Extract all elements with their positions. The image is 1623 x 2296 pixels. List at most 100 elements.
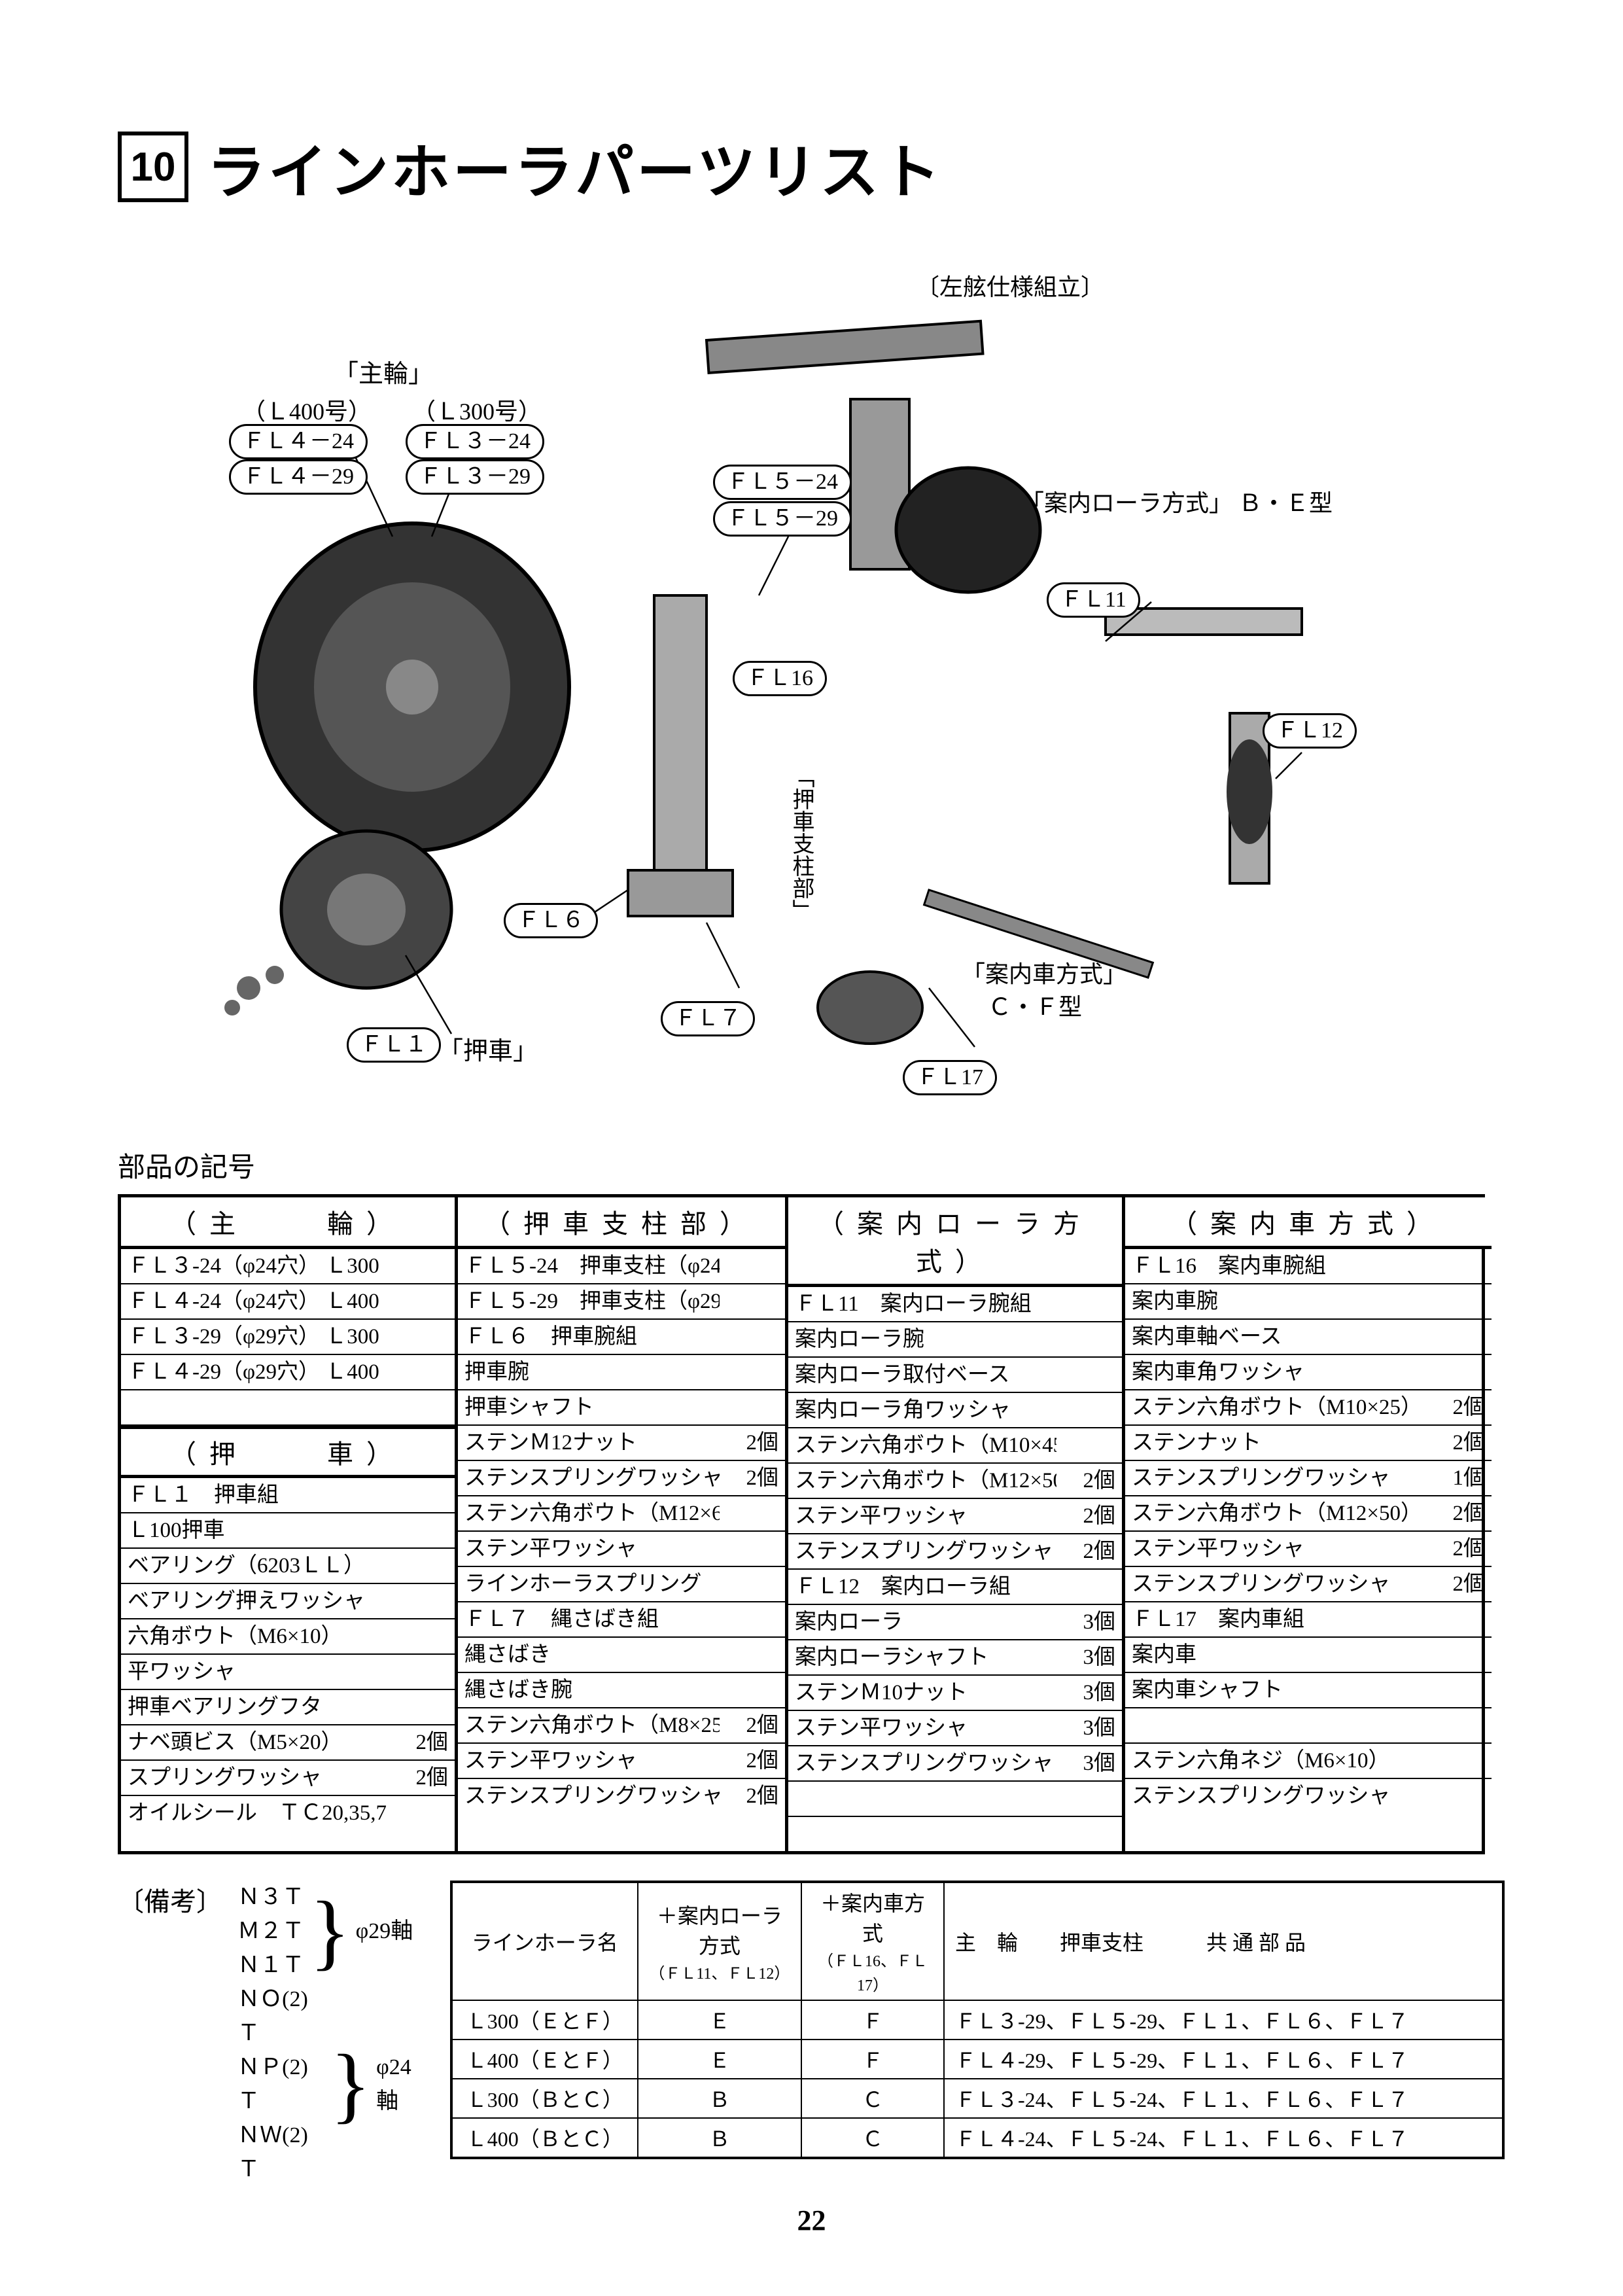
table-row: 押車腕	[458, 1355, 785, 1390]
callout-main-wheel: 「主輪」	[334, 353, 433, 389]
table-row: ステン平ワッシャ2個	[458, 1744, 785, 1779]
oval-fl3-29: ＦＬ３－29	[406, 459, 544, 495]
table-row: 縄さばき腕	[458, 1673, 785, 1708]
column-header: （主 輪）	[121, 1197, 455, 1249]
table-row: ステンスプリングワッシャ	[1125, 1779, 1492, 1813]
table-row: ＦＬ17 案内車組	[1125, 1602, 1492, 1638]
table-row: ラインホーラスプリング	[458, 1567, 785, 1602]
table-row: 案内ローラ角ワッシャ	[788, 1393, 1122, 1428]
column-header: （案内ローラ方式）	[788, 1197, 1122, 1287]
table-row: ＦＬ４-24（φ24穴） Ｌ400 主輪	[121, 1284, 455, 1320]
column-subheader: （押 車）	[121, 1426, 455, 1478]
table-row: ナベ頭ビス（M5×20）2個	[121, 1725, 455, 1761]
exploded-diagram: 〔左舷仕様組立〕 「主輪」 （Ｌ400号） （Ｌ300号） ＦＬ４－24 ＦＬ４…	[118, 255, 1505, 1119]
remarks-side: Ｎ３ＴＭ２ＴＮ１Ｔ}φ29軸ＮＯ(2)ＴＮＰ(2)ＴＮＷ(2)Ｔ}φ24軸	[237, 1881, 430, 2187]
oval-fl3-24: ＦＬ３－24	[406, 424, 544, 459]
table-row: ステン六角ボウト（M12×50）2個	[788, 1464, 1122, 1499]
table-row: 案内ローラシャフト3個	[788, 1640, 1122, 1676]
callout-assembly: 〔左舷仕様組立〕	[916, 268, 1104, 302]
table-row: ステン六角ボウト（M10×25）2個	[1125, 1390, 1492, 1426]
table-row: ステン平ワッシャ2個	[1125, 1532, 1492, 1567]
table-row: ステン平ワッシャ	[458, 1532, 785, 1567]
table-row: ステン平ワッシャ3個	[788, 1711, 1122, 1746]
callout-l300: （Ｌ300号）	[412, 393, 542, 427]
page-number: 22	[0, 2204, 1623, 2237]
oval-fl16: ＦＬ16	[733, 661, 827, 696]
table-row	[788, 1782, 1122, 1817]
table-row: 六角ボウト（M6×10）	[121, 1619, 455, 1655]
callout-press-car: 「押車」	[438, 1031, 538, 1067]
table-row: スプリングワッシャ2個	[121, 1761, 455, 1796]
table-row: 案内ローラ取付ベース	[788, 1358, 1122, 1393]
callout-guide-roller: 「案内ローラ方式」 Ｂ・Ｅ型	[1021, 484, 1333, 518]
table-row: ＦＬ４-29（φ29穴） Ｌ400 主輪	[121, 1355, 455, 1390]
table-row: ステンスプリングワッシャ2個	[1125, 1567, 1492, 1602]
callout-l400: （Ｌ400号）	[242, 393, 372, 427]
table-row: ＦＬ３-29（φ29穴） Ｌ300 主輪	[121, 1320, 455, 1355]
oval-fl5-29: ＦＬ５－29	[713, 501, 852, 537]
table-row: ステンスプリングワッシャ2個	[788, 1534, 1122, 1570]
callout-pillar: 「押車支柱部」	[785, 766, 817, 921]
oval-fl7: ＦＬ７	[661, 1001, 755, 1036]
table-row: ＦＬ５-29 押車支柱（φ29軸用）	[458, 1284, 785, 1320]
table-row: ステンＭ10ナット3個	[788, 1676, 1122, 1711]
table-row: ステン平ワッシャ2個	[788, 1499, 1122, 1534]
column-header: （案内車方式）	[1125, 1197, 1492, 1249]
table-row: ベアリング（6203ＬＬ）	[121, 1549, 455, 1584]
remarks-block: 〔備考〕 Ｎ３ＴＭ２ＴＮ１Ｔ}φ29軸ＮＯ(2)ＴＮＰ(2)ＴＮＷ(2)Ｔ}φ2…	[118, 1881, 1505, 2187]
table-row: ステン六角ボウト（M8×25）2個	[458, 1708, 785, 1744]
table-row: ベアリング押えワッシャ	[121, 1584, 455, 1619]
table-row: ＦＬ１ 押車組	[121, 1478, 455, 1513]
table-row: オイルシール ＴＣ20,35,7	[121, 1796, 455, 1830]
oval-fl4-24: ＦＬ４－24	[229, 424, 368, 459]
table-row: ＦＬ11 案内ローラ腕組	[788, 1287, 1122, 1322]
table-row: 押車シャフト	[458, 1390, 785, 1426]
page-title: ラインホーラパーツリスト	[207, 124, 943, 209]
section-number-box: 10	[118, 132, 188, 202]
table-row: ＦＬ16 案内車腕組	[1125, 1249, 1492, 1284]
table-row: ＦＬ３-24（φ24穴） Ｌ300 主輪	[121, 1249, 455, 1284]
table-row: ＦＬ５-24 押車支柱（φ24軸用）	[458, 1249, 785, 1284]
table-row: 案内ローラ3個	[788, 1605, 1122, 1640]
table-row: 案内ローラ腕	[788, 1322, 1122, 1358]
table-row: 押車ベアリングフタ	[121, 1690, 455, 1725]
table-row: ステンスプリングワッシャ2個	[458, 1461, 785, 1496]
table-row: 縄さばき	[458, 1638, 785, 1673]
table-row	[1125, 1708, 1492, 1744]
remarks-table: ラインホーラ名＋案内ローラ方式（ＦＬ11、ＦＬ12）＋案内車方式（ＦＬ16、ＦＬ…	[450, 1881, 1505, 2159]
table-row	[788, 1817, 1122, 1851]
table-row: ステン六角ボウト（M10×45）	[788, 1428, 1122, 1464]
table-row: 案内車角ワッシャ	[1125, 1355, 1492, 1390]
oval-fl12: ＦＬ12	[1263, 713, 1357, 749]
callout-guide-wheel-b: Ｃ・Ｆ型	[988, 988, 1082, 1022]
table-row: 平ワッシャ	[121, 1655, 455, 1690]
remarks-label: 〔備考〕	[118, 1881, 218, 1918]
table-row: 案内車腕	[1125, 1284, 1492, 1320]
table-row: ＦＬ12 案内ローラ組	[788, 1570, 1122, 1605]
table-row: ステンナット2個	[1125, 1426, 1492, 1461]
table-row: ステンスプリングワッシャ3個	[788, 1746, 1122, 1782]
table-row: Ｌ100押車	[121, 1513, 455, 1549]
oval-fl1: ＦＬ１	[347, 1027, 441, 1063]
table-row: ＦＬ６ 押車腕組	[458, 1320, 785, 1355]
parts-symbol-label: 部品の記号	[118, 1145, 1505, 1185]
parts-table: （主 輪）ＦＬ３-24（φ24穴） Ｌ300 主輪ＦＬ４-24（φ24穴） Ｌ4…	[118, 1194, 1485, 1854]
table-row: ＦＬ７ 縄さばき組	[458, 1602, 785, 1638]
table-row: ステン六角ネジ（M6×10）	[1125, 1744, 1492, 1779]
table-row: 案内車軸ベース	[1125, 1320, 1492, 1355]
table-row: ステンＭ12ナット2個	[458, 1426, 785, 1461]
table-row: ステンスプリングワッシャ2個	[458, 1779, 785, 1813]
table-row: 案内車シャフト	[1125, 1673, 1492, 1708]
oval-fl6: ＦＬ６	[504, 903, 598, 938]
table-row: ステン六角ボウト（M12×65）	[458, 1496, 785, 1532]
table-row: ステンスプリングワッシャ1個	[1125, 1461, 1492, 1496]
oval-fl17: ＦＬ17	[903, 1060, 997, 1095]
table-row: ステン六角ボウト（M12×50）2個	[1125, 1496, 1492, 1532]
oval-fl5-24: ＦＬ５－24	[713, 465, 852, 500]
oval-fl11: ＦＬ11	[1047, 582, 1140, 618]
oval-fl4-29: ＦＬ４－29	[229, 459, 368, 495]
table-row	[121, 1390, 455, 1426]
column-header: （押車支柱部）	[458, 1197, 785, 1249]
callout-guide-wheel-a: 「案内車方式」	[962, 955, 1126, 989]
page-title-row: 10 ラインホーラパーツリスト	[118, 124, 1505, 209]
